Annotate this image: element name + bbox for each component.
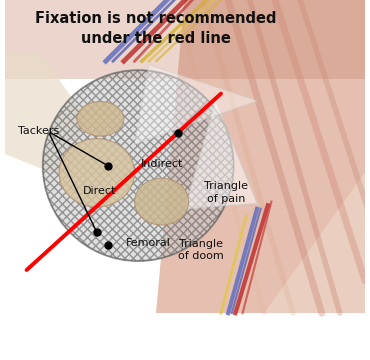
Polygon shape <box>185 101 257 209</box>
Ellipse shape <box>77 102 124 136</box>
Text: Fixation is not recommended
under the red line: Fixation is not recommended under the re… <box>36 11 277 46</box>
Text: Triangle
of doom: Triangle of doom <box>178 239 224 261</box>
Polygon shape <box>0 0 370 79</box>
Polygon shape <box>156 0 370 313</box>
Text: Femoral: Femoral <box>125 238 171 248</box>
Polygon shape <box>221 162 370 313</box>
Text: Triangle
of pain: Triangle of pain <box>204 181 248 204</box>
Polygon shape <box>0 54 84 180</box>
Text: Indirect: Indirect <box>140 159 183 169</box>
Ellipse shape <box>59 139 135 207</box>
Ellipse shape <box>135 178 189 225</box>
Circle shape <box>43 70 233 261</box>
Text: Tackers: Tackers <box>18 126 59 136</box>
Polygon shape <box>135 65 257 144</box>
Text: Direct: Direct <box>83 186 116 196</box>
